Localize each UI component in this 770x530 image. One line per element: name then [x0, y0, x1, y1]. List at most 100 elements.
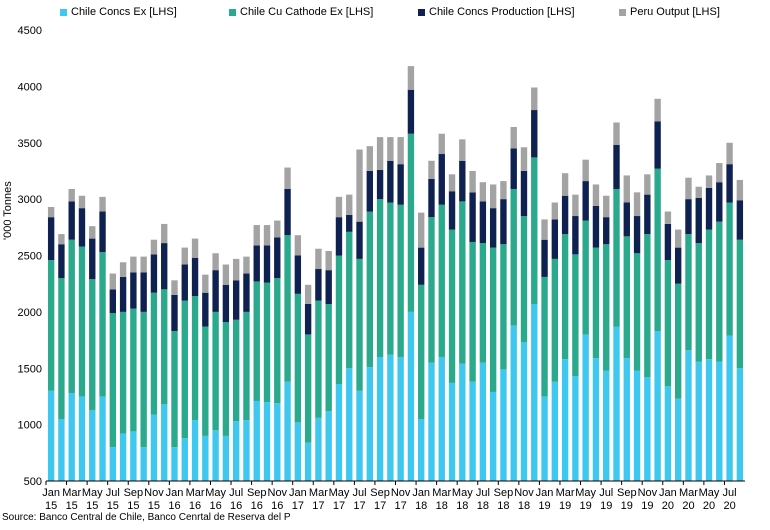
bar-segment: [181, 438, 188, 481]
bar-segment: [243, 311, 250, 421]
bar-segment: [346, 214, 353, 232]
x-tick-label-month: May: [82, 487, 103, 499]
bar-segment: [130, 256, 137, 273]
bar-segment: [561, 359, 569, 481]
bar-segment: [222, 322, 230, 436]
bar-segment: [489, 208, 497, 248]
bar-segment: [109, 313, 117, 448]
legend-swatch: [229, 8, 236, 16]
x-tick-label-month: Jul: [599, 487, 613, 499]
bar-segment: [325, 411, 332, 481]
bar-segment: [603, 195, 610, 218]
x-tick-label-month: Nov: [514, 487, 534, 499]
x-tick-label-year: 18: [436, 500, 448, 512]
bar-segment: [500, 369, 507, 481]
bar-segment: [130, 308, 137, 432]
bar-segment: [438, 154, 445, 205]
x-tick-label-year: 16: [271, 500, 283, 512]
bar-segment: [654, 331, 661, 481]
bar-segment: [376, 199, 384, 357]
bar-segment: [191, 420, 199, 481]
bar-segment: [274, 403, 281, 481]
bar-segment: [89, 279, 96, 410]
bar-segment: [726, 142, 733, 165]
bar-segment: [510, 325, 517, 481]
bar-segment: [304, 303, 312, 335]
x-tick-label-year: 19: [538, 500, 550, 512]
bar-segment: [582, 159, 589, 182]
x-tick-label-year: 17: [292, 500, 304, 512]
bar-segment: [644, 194, 651, 235]
x-tick-label-month: Mar: [432, 487, 451, 499]
bar-segment: [47, 260, 55, 391]
bar-segment: [335, 384, 343, 481]
x-tick-label-year: 19: [559, 500, 571, 512]
bar-segment: [644, 377, 651, 481]
bar-segment: [366, 170, 373, 212]
bar-segment: [356, 149, 363, 222]
bar-segment: [181, 300, 188, 439]
x-tick-label-month: Sep: [494, 487, 514, 499]
bar-segment: [140, 311, 147, 448]
bar-segment: [222, 264, 230, 285]
x-tick-label-month: Jul: [723, 487, 737, 499]
bar-segment: [150, 239, 158, 255]
bar-segment: [438, 133, 445, 155]
bar-segment: [181, 247, 188, 265]
x-tick-label-month: May: [452, 487, 473, 499]
bar-segment: [551, 219, 559, 259]
bar-segment: [572, 376, 579, 481]
bar-segment: [397, 204, 404, 357]
bar-segment: [716, 163, 723, 183]
bar-segment: [161, 243, 168, 290]
bar-segment: [613, 326, 620, 481]
x-tick-label-year: 16: [189, 500, 201, 512]
bar-segment: [263, 402, 271, 481]
bar-segment: [603, 244, 610, 371]
bar-segment: [253, 400, 260, 481]
bar-segment: [68, 201, 75, 240]
bar-segment: [551, 381, 559, 481]
bar-segment: [181, 264, 188, 301]
bar-segment: [315, 248, 322, 270]
bar-segment: [716, 221, 723, 362]
x-tick-label-month: Sep: [617, 487, 637, 499]
bar-segment: [294, 235, 302, 256]
bar-segment: [191, 238, 199, 258]
bar-segment: [356, 390, 363, 481]
x-tick-label-month: May: [575, 487, 596, 499]
y-tick-label: 1500: [18, 363, 42, 375]
x-tick-label-month: Nov: [391, 487, 411, 499]
bar-segment: [253, 245, 260, 282]
bar-segment: [99, 211, 106, 253]
bar-segment: [243, 273, 250, 312]
bar-segment: [716, 361, 723, 481]
bar-segment: [232, 280, 240, 320]
bar-segment: [140, 272, 147, 312]
bar-segment: [685, 350, 692, 481]
bar-segment: [232, 258, 240, 281]
bar-segment: [47, 390, 55, 481]
bar-segment: [428, 217, 435, 363]
bar-segment: [459, 139, 466, 161]
bar-segment: [582, 220, 589, 335]
bar-segment: [99, 196, 106, 212]
bar-segment: [428, 178, 435, 218]
bar-segment: [448, 229, 456, 383]
x-tick-label-year: 17: [333, 500, 345, 512]
bar-segment: [674, 247, 682, 284]
bar-segment: [119, 433, 127, 481]
x-tick-label-month: Jul: [476, 487, 490, 499]
x-tick-label-year: 18: [518, 500, 530, 512]
x-tick-label-month: Mar: [309, 487, 328, 499]
x-tick-label-month: Jan: [536, 487, 554, 499]
bar-segment: [633, 216, 641, 254]
bar-segment: [531, 303, 538, 481]
bar-segment: [222, 284, 230, 323]
x-tick-label-month: Jan: [412, 487, 430, 499]
bar-segment: [366, 146, 373, 171]
bar-segment: [346, 231, 353, 369]
x-tick-label-year: 18: [415, 500, 427, 512]
bar-segment: [705, 359, 713, 481]
bar-segment: [520, 342, 528, 481]
